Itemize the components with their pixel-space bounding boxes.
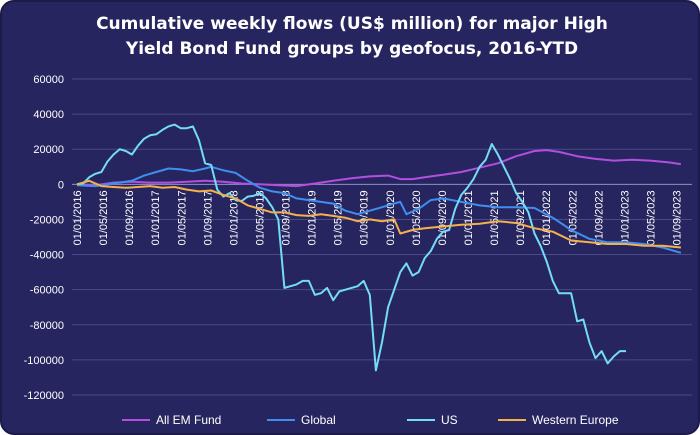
legend-label-all-em-fund: All EM Fund [156, 413, 221, 427]
y-tick-label: -120000 [24, 390, 64, 402]
y-tick-label: 0 [58, 179, 64, 191]
legend-label-us: US [441, 413, 458, 427]
x-tick-label: 01/09/2023 [672, 190, 684, 245]
x-tick-label: 01/09/2017 [202, 190, 214, 245]
y-tick-label: -100000 [24, 355, 64, 367]
x-tick-label: 01/09/2016 [124, 190, 136, 245]
legend-label-western-europe: Western Europe [532, 413, 619, 427]
x-tick-label: 01/05/2016 [98, 190, 110, 245]
x-tick-label: 01/01/2021 [463, 190, 475, 245]
x-tick-label: 01/01/2018 [228, 190, 240, 245]
x-tick-label: 01/05/2021 [489, 190, 501, 245]
series-line-global [76, 165, 682, 254]
y-tick-label: -40000 [30, 250, 64, 262]
x-tick-label: 01/05/2017 [176, 190, 188, 245]
chart-title: Cumulative weekly flows (US$ million) fo… [42, 12, 662, 62]
x-tick-label: 01/05/2018 [254, 190, 266, 245]
x-tick-label: 01/01/2020 [385, 190, 397, 245]
legend-label-global: Global [301, 413, 336, 427]
chart-title-line-1: Cumulative weekly flows (US$ million) fo… [96, 14, 608, 34]
x-tick-label: 01/05/2023 [646, 190, 658, 245]
y-tick-label: 20000 [33, 144, 64, 156]
y-tick-label: -20000 [30, 214, 64, 226]
x-tick-label: 01/09/2019 [359, 190, 371, 245]
chart-title-line-2: Yield Bond Fund groups by geofocus, 2016… [125, 39, 579, 59]
series-line-western-europe [76, 179, 681, 249]
y-tick-label: 40000 [33, 109, 64, 121]
x-tick-label: 01/09/2018 [281, 190, 293, 245]
y-tick-label: -60000 [30, 285, 64, 297]
y-tick-label: 60000 [33, 74, 64, 86]
x-tick-label: 01/09/2022 [593, 190, 605, 245]
x-tick-label: 01/01/2017 [150, 190, 162, 245]
x-tick-label: 01/01/2023 [619, 190, 631, 245]
x-tick-label: 01/05/2022 [567, 190, 579, 245]
y-tick-label: -80000 [30, 320, 64, 332]
x-tick-label: 01/01/2016 [72, 190, 84, 245]
series-line-all-em-fund [76, 149, 682, 188]
series-line-us [76, 123, 626, 372]
x-tick-label: 01/01/2019 [307, 190, 319, 245]
x-tick-label: 01/05/2020 [411, 190, 423, 245]
